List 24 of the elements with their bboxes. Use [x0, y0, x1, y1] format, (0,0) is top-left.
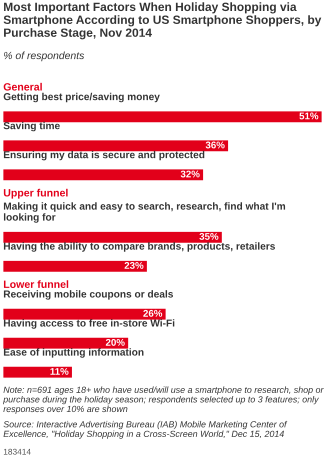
annotation: Note: n=691 ages 18+ who have used/will use a smartphone to research, shop or purchase during the holiday season; respondents selected up to 3 features; only responses over 10% are shown [3, 386, 324, 414]
y-tick-label: Ease of inputting information [4, 348, 144, 358]
y-tick-label: Ensuring my data is secure and protected [4, 150, 204, 160]
y-tick-label: Getting best price/saving money [4, 92, 160, 102]
data-label: 51% [299, 112, 318, 120]
data-label: 11% [50, 368, 69, 375]
annotation: General [4, 82, 42, 91]
annotation: Lower funnel [4, 280, 68, 288]
data-label: 20% [106, 338, 125, 346]
y-tick-label: Receiving mobile coupons or deals [4, 290, 173, 300]
data-label: 36% [206, 142, 225, 148]
chart-subtitle: % of respondents [4, 52, 84, 62]
y-tick-label: Having the ability to compare brands, products, retailers [4, 242, 275, 252]
data-label: 35% [199, 232, 218, 240]
y-tick-label: Saving time [4, 122, 60, 132]
data-label: 32% [180, 170, 200, 178]
annotation: Upper funnel [4, 188, 68, 199]
y-tick-label: Having access to free in-store Wi-Fi [4, 319, 174, 329]
source-note: Source: Interactive Advertising Bureau (IAB) Mobile Marketing Center of Excellence, "Holiday Shopping in a Cross-Screen World," Dec 15, 2014 [4, 420, 288, 439]
data-label: 23% [124, 262, 144, 269]
chart-title: Most Important Factors When Holiday Shopping via Smartphone According to US Smartphone Shoppers, by Purchase Stage, Nov 2014 [4, 2, 322, 40]
text: 183414 [4, 448, 31, 455]
data-label: 26% [143, 310, 162, 317]
y-tick-label: Making it quick and easy to search, research, find what I'm looking for [4, 202, 286, 223]
